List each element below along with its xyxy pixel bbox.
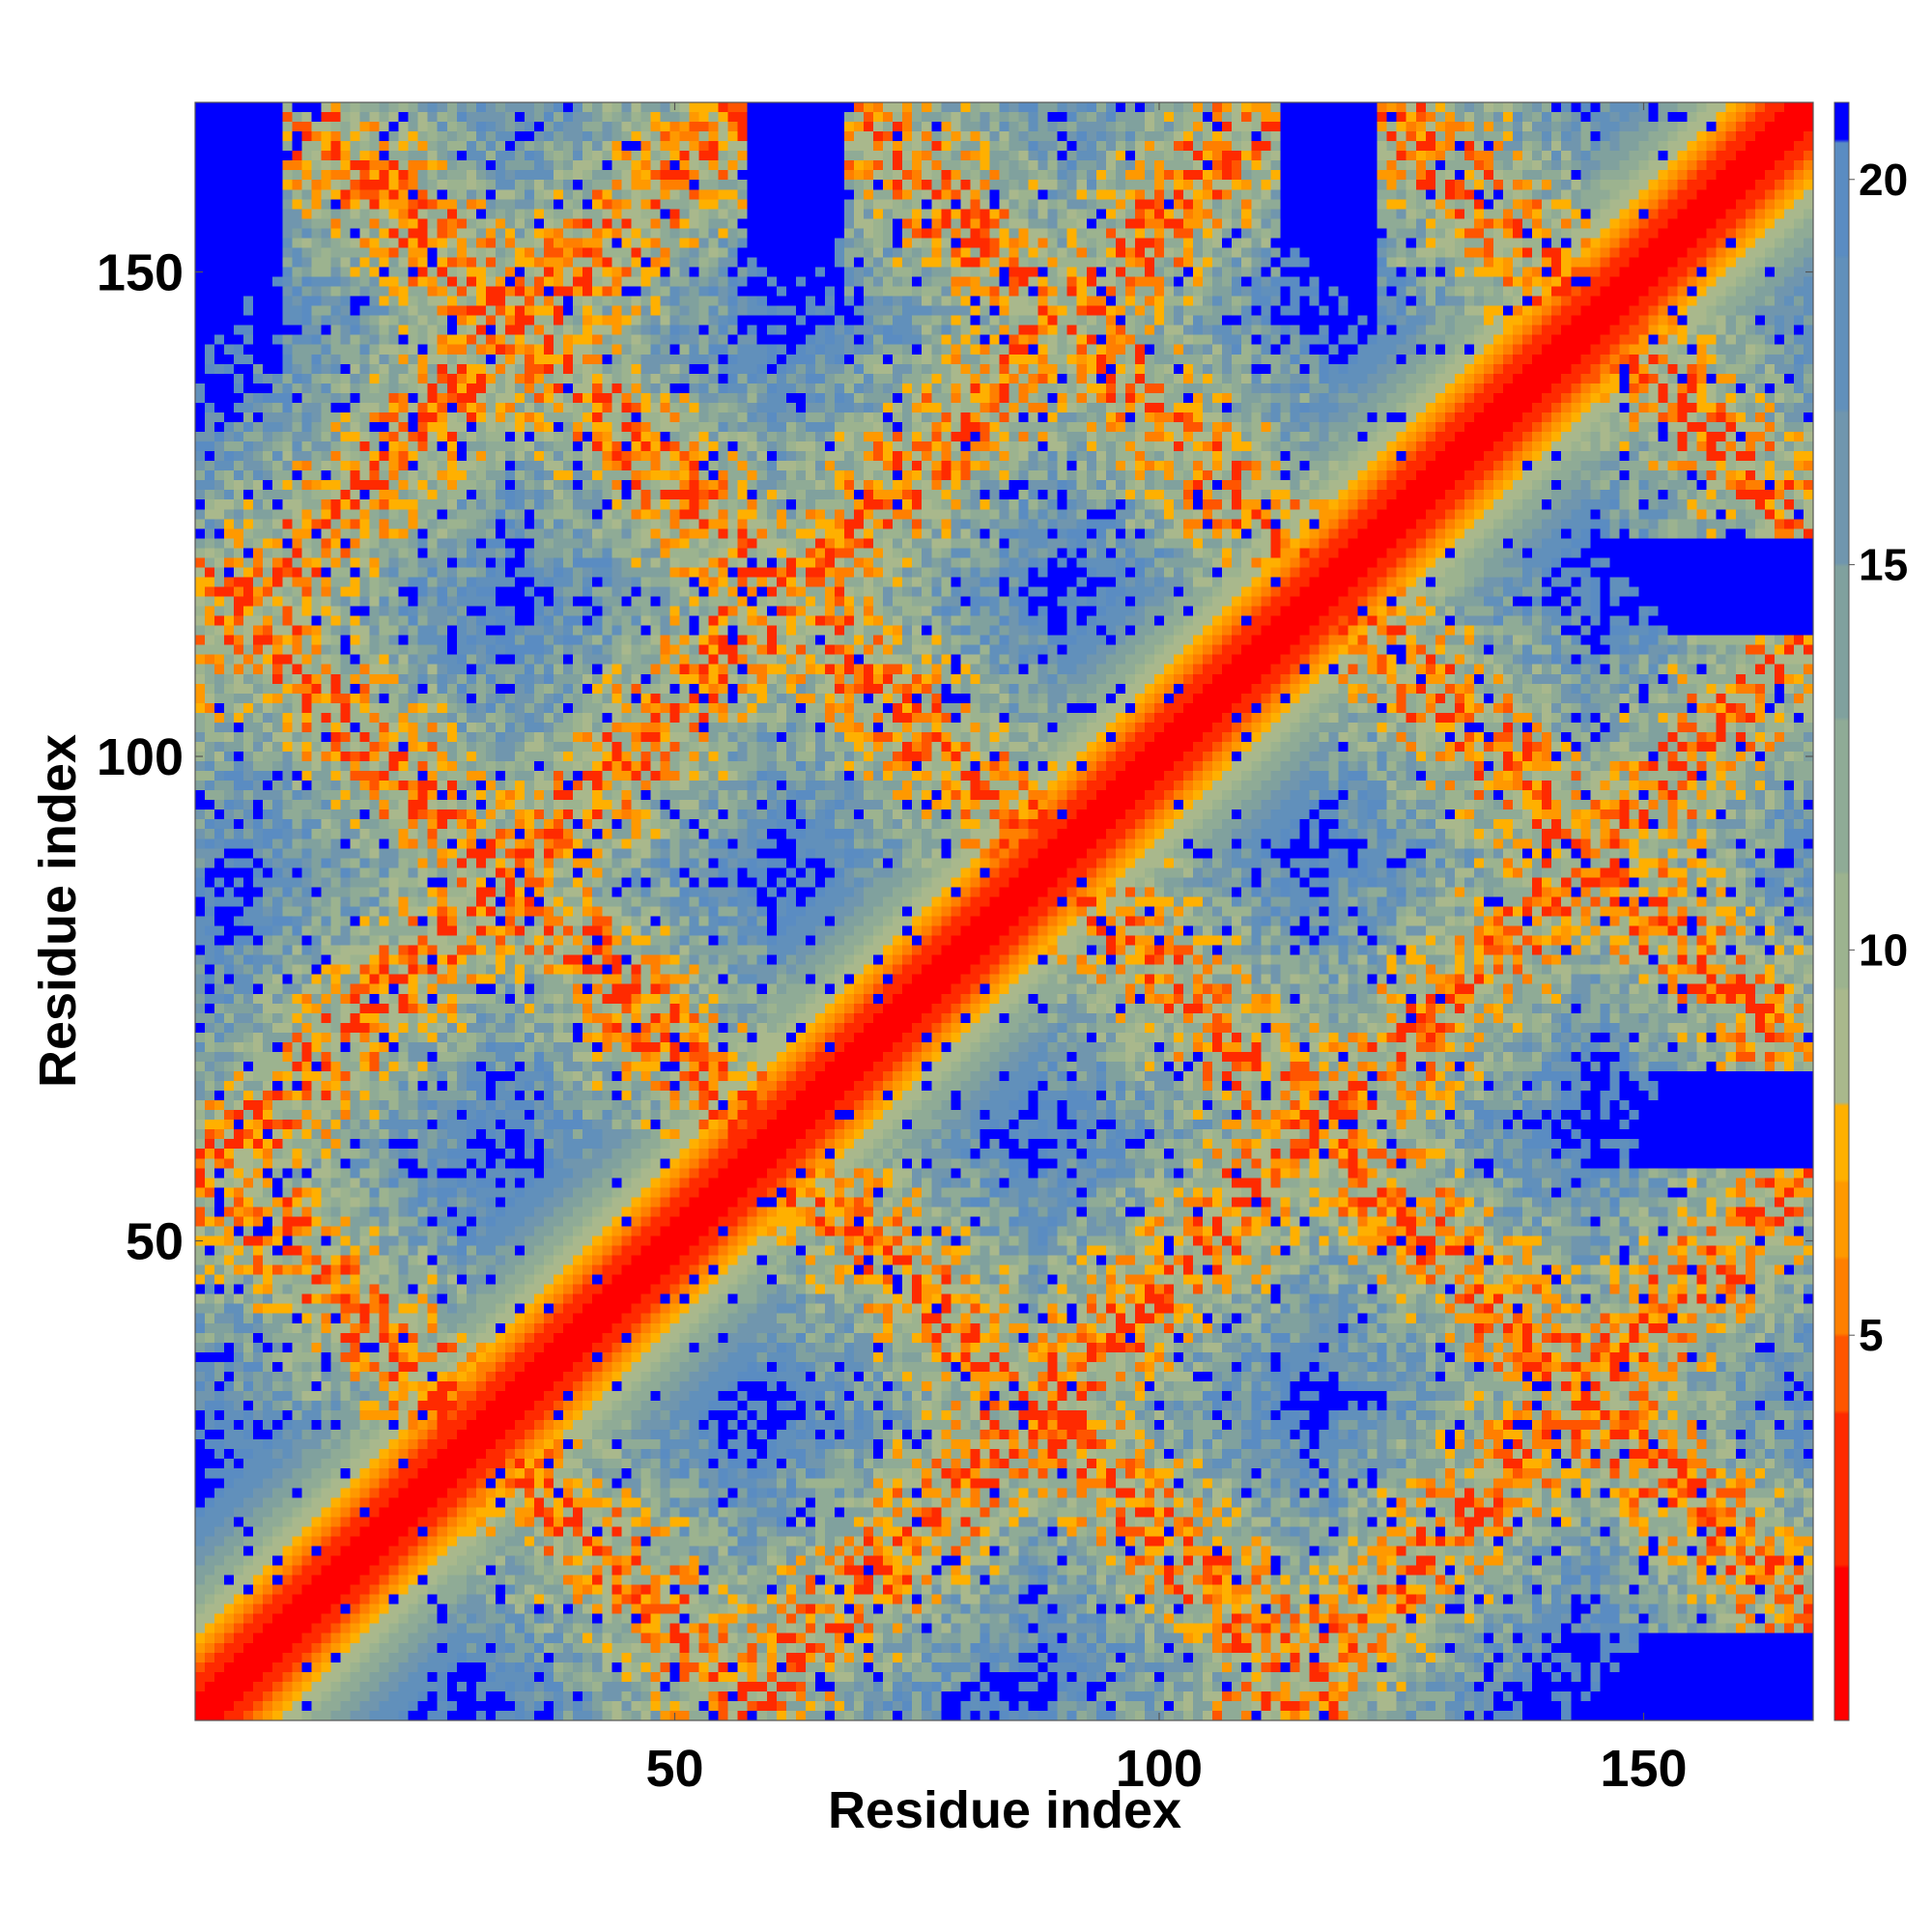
- heatmap-plot-area: [195, 102, 1813, 1720]
- colorbar-tick-label: 10: [1859, 924, 1908, 975]
- x-axis-title: Residue index: [828, 1781, 1181, 1839]
- x-tick-label: 100: [1116, 1740, 1203, 1798]
- x-tick-label: 50: [645, 1740, 703, 1798]
- colorbar-tick-label: 20: [1859, 155, 1908, 205]
- y-tick-label: 50: [126, 1213, 184, 1271]
- y-axis-ticks: 50 100 150: [97, 244, 1813, 1271]
- colorbar-tick-label: 5: [1859, 1310, 1884, 1360]
- colorbar: [1834, 102, 1849, 1720]
- x-tick-label: 150: [1600, 1740, 1687, 1798]
- y-tick-label: 100: [97, 728, 184, 786]
- colorbar-frame: [1833, 101, 1850, 1721]
- colorbar-ticks: 5 10 15 20: [1849, 155, 1908, 1360]
- x-axis-ticks: 50 100 150: [645, 102, 1688, 1798]
- y-tick-label: 150: [97, 244, 184, 302]
- plot-frame: [194, 101, 1814, 1721]
- y-axis-title: Residue index: [29, 734, 87, 1088]
- colorbar-tick-label: 15: [1859, 540, 1908, 590]
